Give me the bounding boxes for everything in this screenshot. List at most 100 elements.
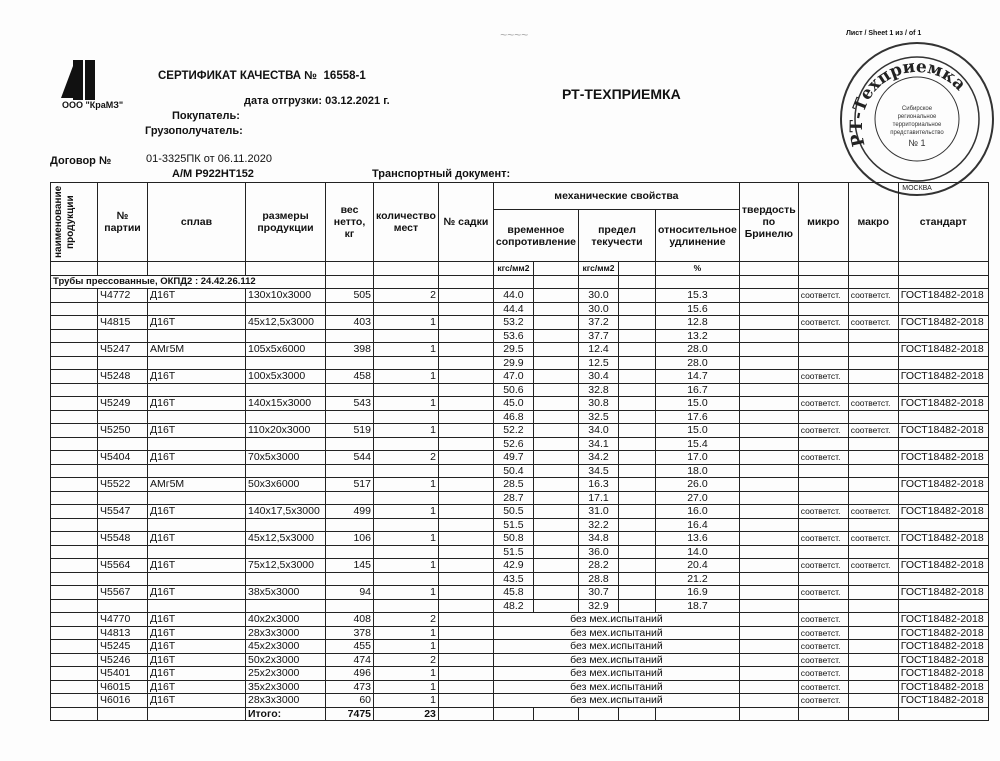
size-cell: 140x17,5x3000 [245, 504, 326, 519]
weight-cell: 458 [325, 369, 374, 384]
empty-cell [532, 490, 579, 505]
empty-cell [738, 409, 799, 424]
empty-cell [245, 328, 326, 343]
table-row: Ч4815 Д16Т 45x12,5x3000 403 1 53.2 37.2 12.8 соо… [50, 315, 989, 330]
empty-cell [373, 544, 439, 559]
header-hardness: твердость по Бринелю [738, 182, 799, 262]
count-cell: 1 [373, 679, 439, 694]
hardness-cell [738, 666, 799, 681]
cage-cell [437, 679, 494, 694]
tensile-cell: 50.5 [492, 504, 534, 519]
yield-cell: 28.8 [577, 571, 619, 586]
elong-cell: 18.7 [654, 598, 740, 613]
count-cell: 2 [373, 652, 439, 667]
tensile-cell: 50.8 [492, 531, 534, 546]
alloy-cell: Д16Т [147, 693, 246, 708]
yield-cell: 34.1 [577, 436, 619, 451]
total-count: 23 [373, 706, 439, 721]
empty-cell [373, 382, 439, 397]
batch-cell: Ч6016 [97, 693, 148, 708]
standard-cell: ГОСТ18482-2018 [897, 612, 989, 627]
weight-cell: 505 [325, 288, 374, 303]
alloy-cell: Д16Т [147, 558, 246, 573]
yield-cell: 36.0 [577, 544, 619, 559]
no-mech-test-note: без мех.испытаний [492, 639, 740, 654]
empty-cell [532, 477, 579, 492]
count-cell: 1 [373, 625, 439, 640]
micro-cell: соответст. [797, 531, 849, 546]
yield-cell: 17.1 [577, 490, 619, 505]
micro-cell: соответст. [797, 369, 849, 384]
micro-cell: соответст. [797, 666, 849, 681]
elong-cell: 13.6 [654, 531, 740, 546]
macro-cell [847, 625, 899, 640]
weight-cell: 544 [325, 450, 374, 465]
micro-cell: соответст. [797, 639, 849, 654]
empty-cell [532, 544, 579, 559]
batch-cell: Ч5548 [97, 531, 148, 546]
cert-number: 16558-1 [323, 70, 366, 82]
empty-cell [532, 396, 579, 411]
empty-cell [738, 328, 799, 343]
micro-cell: соответст. [797, 612, 849, 627]
empty-cell [50, 679, 98, 694]
empty-cell [738, 301, 799, 316]
total-label: Итого: [245, 706, 326, 721]
empty-cell [847, 571, 899, 586]
tensile-cell: 52.2 [492, 423, 534, 438]
tensile-cell: 44.0 [492, 288, 534, 303]
empty-cell [147, 517, 246, 532]
no-mech-test-note: без мех.испытаний [492, 625, 740, 640]
empty-cell [437, 355, 494, 370]
macro-cell [847, 639, 899, 654]
empty-cell [97, 706, 148, 721]
empty-cell [50, 382, 98, 397]
micro-cell: соответст. [797, 450, 849, 465]
certificate-table: наименование продукции № партии сплав ра… [50, 181, 989, 721]
tensile-cell: 48.2 [492, 598, 534, 613]
table-row: 44.4 30.0 15.6 [50, 301, 989, 316]
svg-text:Сибирское: Сибирское [902, 106, 933, 112]
header-product: наименование продукции [53, 185, 76, 259]
empty-cell [50, 544, 98, 559]
header-size: размеры продукции [245, 182, 326, 262]
empty-cell [50, 666, 98, 681]
empty-cell [847, 598, 899, 613]
empty-cell [50, 301, 98, 316]
empty-cell [325, 355, 374, 370]
tensile-cell: 53.6 [492, 328, 534, 343]
empty-cell [617, 301, 656, 316]
empty-cell [437, 571, 494, 586]
count-cell: 2 [373, 450, 439, 465]
hardness-cell [738, 342, 799, 357]
empty-cell [617, 423, 656, 438]
empty-cell [532, 315, 579, 330]
empty-cell [847, 355, 899, 370]
table-row: Ч4770 Д16Т 40x2x3000 408 2 без мех.испытаний с… [50, 612, 989, 627]
empty-cell [897, 463, 989, 478]
weight-cell: 496 [325, 666, 374, 681]
empty-cell [50, 463, 98, 478]
empty-cell [50, 423, 98, 438]
empty-cell [50, 409, 98, 424]
micro-cell: соответст. [797, 652, 849, 667]
yield-cell: 12.5 [577, 355, 619, 370]
empty-cell [437, 382, 494, 397]
weight-cell: 473 [325, 679, 374, 694]
elong-cell: 13.2 [654, 328, 740, 343]
empty-cell [897, 355, 989, 370]
weight-cell: 474 [325, 652, 374, 667]
empty-cell [147, 409, 246, 424]
empty-cell [617, 396, 656, 411]
elong-cell: 16.7 [654, 382, 740, 397]
batch-cell: Ч4770 [97, 612, 148, 627]
hardness-cell [738, 679, 799, 694]
empty-cell [245, 382, 326, 397]
elong-cell: 26.0 [654, 477, 740, 492]
yield-cell: 32.8 [577, 382, 619, 397]
transport-doc-label: Транспортный документ: [372, 168, 511, 180]
size-cell: 50x2x3000 [245, 652, 326, 667]
standard-cell: ГОСТ18482-2018 [897, 693, 989, 708]
elong-cell: 17.6 [654, 409, 740, 424]
empty-cell [532, 355, 579, 370]
